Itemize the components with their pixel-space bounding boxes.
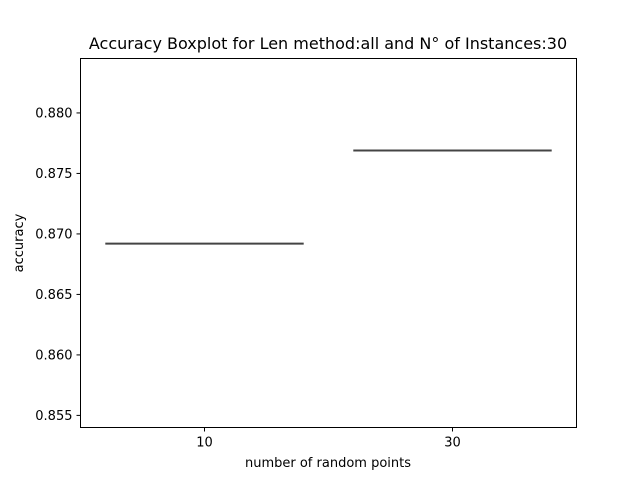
y-tick-label: 0.860 <box>35 348 72 363</box>
x-axis: 10 30 <box>196 427 461 451</box>
x-tick-label: 30 <box>444 436 461 451</box>
y-axis-label: accuracy <box>12 213 27 272</box>
y-tick-label: 0.875 <box>35 167 72 182</box>
chart-title: Accuracy Boxplot for Len method:all and … <box>89 34 567 53</box>
y-tick-label: 0.880 <box>35 106 72 121</box>
y-tick-label: 0.865 <box>35 288 72 303</box>
x-tick-label: 10 <box>196 436 213 451</box>
x-axis-label: number of random points <box>245 456 411 471</box>
plot-frame <box>80 58 577 428</box>
y-axis: 0.855 0.860 0.865 0.870 0.875 0.880 <box>35 106 81 424</box>
y-tick-label: 0.870 <box>35 227 72 242</box>
y-tick-label: 0.855 <box>35 409 72 424</box>
plot-marks <box>105 149 552 245</box>
